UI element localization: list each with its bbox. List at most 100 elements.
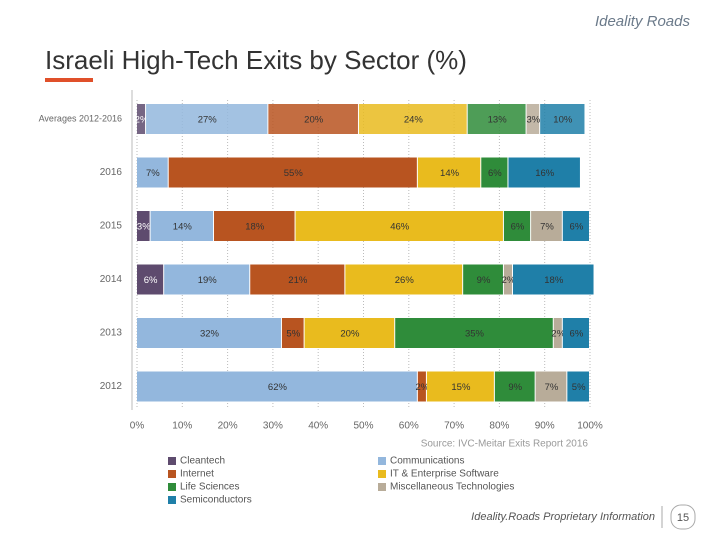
data-label: 21% xyxy=(288,275,308,286)
bar-segment xyxy=(137,264,164,295)
data-label: 5% xyxy=(572,382,586,393)
bar-segment xyxy=(562,211,589,241)
legend-label: Internet xyxy=(180,469,214,480)
bar-segment xyxy=(467,104,526,134)
x-tick-label: 100% xyxy=(577,421,603,432)
legend-swatch xyxy=(168,483,176,491)
data-label: 7% xyxy=(540,222,554,233)
bar-segment xyxy=(345,264,463,295)
x-tick-label: 20% xyxy=(218,421,238,432)
data-label: 5% xyxy=(286,329,300,340)
legend-swatch xyxy=(378,470,386,478)
data-label: 7% xyxy=(545,382,559,393)
bar-segment xyxy=(268,104,358,134)
data-label: 26% xyxy=(395,275,415,286)
bar-segment xyxy=(137,211,150,241)
data-label: 6% xyxy=(511,222,525,233)
x-tick-label: 70% xyxy=(444,421,464,432)
bar-segment xyxy=(146,104,268,134)
x-tick-label: 90% xyxy=(535,421,555,432)
data-label: 6% xyxy=(570,329,584,340)
data-label: 18% xyxy=(245,222,265,233)
data-label: 55% xyxy=(284,168,304,179)
bar-segment xyxy=(395,318,553,348)
bar-segment xyxy=(426,371,494,402)
data-label: 14% xyxy=(440,168,460,179)
legend-swatch xyxy=(378,457,386,465)
legend-swatch xyxy=(168,457,176,465)
data-label: 14% xyxy=(173,222,193,233)
bar-segment xyxy=(508,157,580,188)
data-label: 18% xyxy=(544,275,564,286)
bar-segment xyxy=(567,371,589,402)
bar-segment xyxy=(304,318,395,348)
bar-segment xyxy=(417,157,481,188)
bar-segment xyxy=(540,104,585,134)
legend-label: Miscellaneous Technologies xyxy=(390,482,514,493)
bar-segment xyxy=(481,157,508,188)
bar-segment xyxy=(164,264,250,295)
data-label: 46% xyxy=(390,222,410,233)
x-tick-label: 40% xyxy=(308,421,328,432)
data-label: 2% xyxy=(416,382,430,393)
data-label: 35% xyxy=(465,329,485,340)
y-tick-label: 2015 xyxy=(100,221,123,232)
slide-title: Israeli High-Tech Exits by Sector (%) xyxy=(45,45,467,75)
bar-segment xyxy=(214,211,295,241)
bar-segment xyxy=(553,318,562,348)
bar-segment xyxy=(295,211,503,241)
data-label: 24% xyxy=(404,115,424,126)
bar-segment xyxy=(503,264,512,295)
source: Source: IVC-Meitar Exits Report 2016 xyxy=(421,439,589,450)
data-label: 6% xyxy=(144,275,158,286)
bar-segment xyxy=(562,318,589,348)
page-badge xyxy=(670,504,696,530)
data-label: 7% xyxy=(146,168,160,179)
bar-segment xyxy=(250,264,345,295)
data-label: 20% xyxy=(304,115,324,126)
bar-segment xyxy=(494,371,535,402)
data-label: 20% xyxy=(340,329,360,340)
page-number: 15 xyxy=(677,512,689,524)
bar-segment xyxy=(503,211,531,241)
bar-segment xyxy=(535,371,567,402)
data-label: 15% xyxy=(451,382,471,393)
bar-segment xyxy=(358,104,467,134)
bar-segment xyxy=(137,371,417,402)
legend-label: IT & Enterprise Software xyxy=(390,469,499,480)
x-tick-label: 60% xyxy=(399,421,419,432)
bar-segment xyxy=(531,211,562,241)
data-label: 3% xyxy=(137,222,151,233)
x-tick-label: 50% xyxy=(353,421,373,432)
data-label: 9% xyxy=(477,275,491,286)
bar-segment xyxy=(150,211,214,241)
x-tick-label: 10% xyxy=(172,421,192,432)
data-label: 27% xyxy=(198,115,218,126)
x-tick-label: 80% xyxy=(489,421,509,432)
data-label: 32% xyxy=(200,329,220,340)
data-label: 16% xyxy=(535,168,555,179)
footer-text: Ideality.Roads Proprietary Information xyxy=(471,511,655,523)
y-tick-label: Averages 2012-2016 xyxy=(39,113,122,123)
data-label: 2% xyxy=(551,329,565,340)
data-label: 19% xyxy=(198,275,218,286)
bar-segment xyxy=(168,157,417,188)
legend-label: Cleantech xyxy=(180,456,225,467)
data-label: 6% xyxy=(488,168,502,179)
data-label: 10% xyxy=(553,115,573,126)
bar-segment xyxy=(281,318,304,348)
data-label: 2% xyxy=(502,275,516,286)
y-tick-label: 2013 xyxy=(100,328,123,339)
legend-swatch xyxy=(378,483,386,491)
bar-segment xyxy=(137,318,281,348)
title-underline xyxy=(45,78,93,82)
y-tick-label: 2012 xyxy=(100,381,123,392)
data-label: 62% xyxy=(268,382,288,393)
y-tick-label: 2016 xyxy=(100,167,123,178)
bar-segment xyxy=(512,264,594,295)
legend-label: Life Sciences xyxy=(180,482,239,493)
bar-segment xyxy=(463,264,503,295)
bar-segment xyxy=(137,104,146,134)
data-label: 13% xyxy=(488,115,508,126)
logo: Ideality Roads xyxy=(595,13,691,30)
